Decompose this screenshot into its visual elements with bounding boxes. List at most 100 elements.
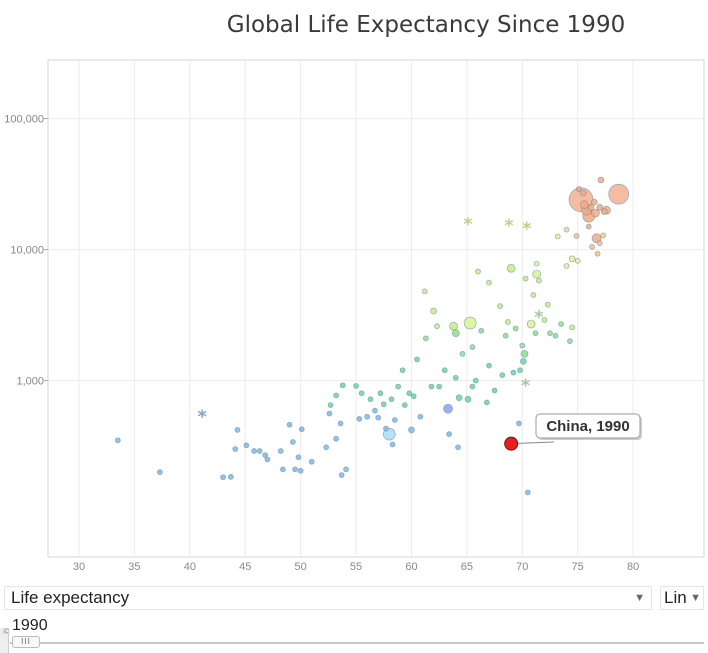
x-tick-label: 40: [184, 561, 196, 573]
data-point: [286, 421, 293, 428]
data-point: [280, 466, 286, 473]
x-tick-label: 55: [350, 561, 362, 573]
data-point: [262, 452, 269, 458]
data-point: [491, 387, 498, 394]
data-point: [434, 323, 440, 330]
data-point: [227, 474, 234, 480]
data-point: [524, 489, 531, 496]
data-point: [277, 448, 284, 454]
data-point: [377, 390, 384, 397]
star-layer: * * * * * *: [197, 214, 544, 428]
data-point: [522, 275, 529, 282]
data-point: [264, 456, 271, 463]
data-point: [575, 186, 582, 192]
data-point: [526, 319, 536, 329]
x-measure-select[interactable]: Life expectancy ▼: [4, 586, 652, 610]
data-point: [506, 263, 516, 273]
data-point: [356, 416, 363, 422]
data-point: [383, 425, 389, 432]
data-point: [298, 426, 305, 433]
data-point: [326, 410, 333, 417]
y-tick-label: 10,000: [10, 245, 44, 257]
data-point: [446, 431, 452, 437]
data-point: [478, 327, 485, 334]
data-point: [533, 260, 540, 267]
y-tick-label: 1,000: [16, 376, 44, 388]
data-point: [459, 350, 466, 357]
data-point: [358, 390, 365, 397]
data-point: [452, 374, 459, 381]
scale-select[interactable]: Lin ▼: [660, 586, 704, 610]
side-tab[interactable]: M: [0, 628, 9, 653]
data-point: [243, 442, 250, 449]
data-point: [401, 402, 408, 408]
data-point: [486, 362, 492, 369]
data-point: [343, 466, 349, 473]
data-point: [364, 413, 370, 420]
data-point: [297, 467, 304, 474]
data-point: [552, 332, 559, 339]
data-point: [399, 367, 406, 374]
data-point: [541, 317, 548, 323]
data-point: [463, 316, 477, 330]
chart-title: Global Life Expectancy Since 1990: [226, 12, 626, 38]
data-point: [590, 198, 598, 206]
data-point: [292, 466, 298, 473]
star-marker: *: [521, 376, 531, 397]
data-point: [338, 472, 345, 478]
data-point: [596, 204, 604, 211]
data-point: [530, 292, 537, 298]
y-axis-ticks: 1,000 10,000 100,000: [4, 114, 48, 388]
data-point: [375, 414, 382, 421]
data-point: [251, 448, 257, 454]
x-tick-label: 75: [572, 561, 584, 573]
data-point: [579, 200, 589, 210]
data-point: [597, 176, 605, 184]
data-point: [532, 330, 539, 337]
data-point: [600, 208, 608, 215]
star-marker: *: [463, 214, 473, 235]
chevron-down-icon: ▼: [690, 592, 701, 604]
chevron-down-icon: ▼: [634, 592, 645, 604]
data-point: [428, 383, 435, 390]
data-point: [308, 458, 315, 465]
x-tick-label: 45: [239, 561, 251, 573]
x-tick-label: 70: [516, 561, 528, 573]
data-point: [367, 396, 374, 403]
data-point: [532, 269, 542, 279]
year-slider-handle[interactable]: III: [12, 636, 40, 648]
data-point: [569, 324, 575, 331]
data-point: [469, 344, 476, 350]
data-point: [608, 183, 630, 205]
data-point: [455, 394, 463, 402]
data-point: [295, 454, 302, 461]
x-tick-label: 35: [128, 561, 140, 573]
data-point: [408, 426, 415, 434]
data-point: [520, 349, 529, 358]
data-point: [536, 277, 542, 284]
plot-area: [47, 59, 705, 558]
scatter-plot[interactable]: 30 35 40 45 50 55 60 65 70 75 80 1,000 10,000 100,00…: [0, 0, 708, 580]
data-point: [441, 367, 448, 374]
data-point: [395, 383, 402, 390]
data-point: [436, 383, 443, 390]
data-point: [391, 417, 398, 423]
scale-value: Lin: [664, 588, 687, 607]
grid-lines: [48, 60, 704, 557]
data-point: [469, 383, 476, 390]
data-point: [421, 288, 428, 295]
data-point: [568, 255, 576, 263]
data-point: [600, 232, 607, 239]
y-tick-label: 100,000: [4, 114, 44, 126]
data-point: [256, 448, 263, 454]
x-measure-value: Life expectancy: [11, 588, 130, 607]
data-point: [372, 407, 378, 414]
data-point: [554, 233, 561, 240]
data-point: [327, 402, 334, 408]
data-point: [157, 469, 163, 475]
data-point: [464, 395, 472, 403]
data-point: [486, 279, 492, 286]
year-slider-track[interactable]: [10, 642, 704, 644]
data-point: [574, 258, 581, 264]
data-point: [573, 233, 580, 239]
